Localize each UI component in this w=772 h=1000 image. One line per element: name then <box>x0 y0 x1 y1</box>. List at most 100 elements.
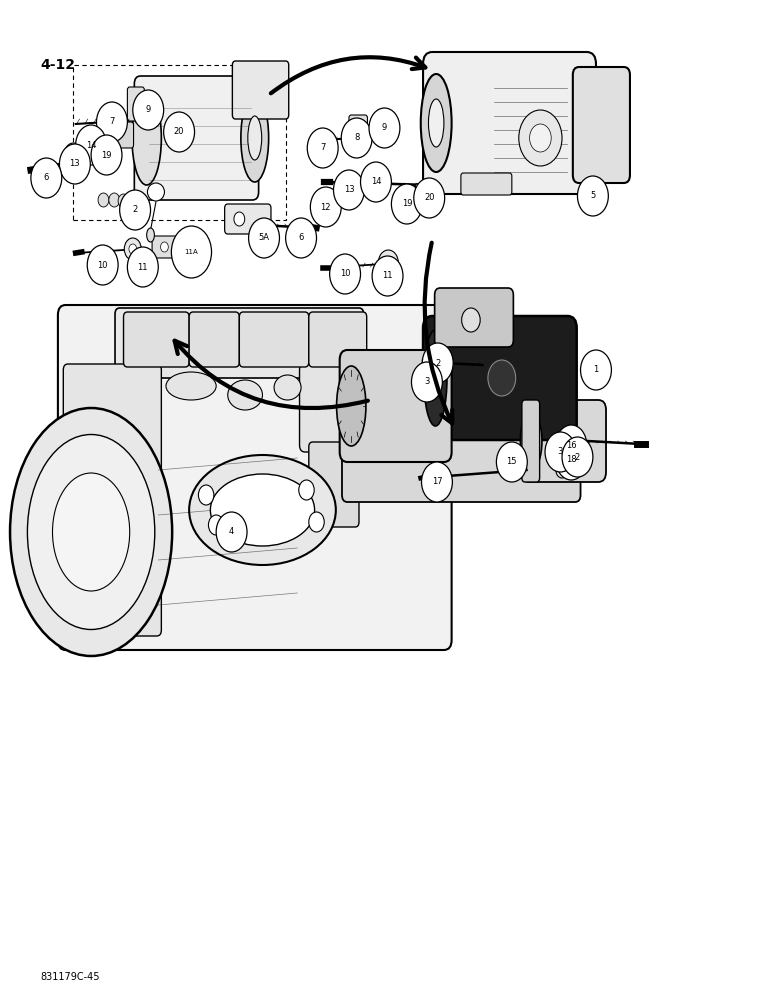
Ellipse shape <box>228 380 262 410</box>
Circle shape <box>96 102 127 142</box>
Text: 2: 2 <box>435 359 440 367</box>
Circle shape <box>198 485 214 505</box>
Circle shape <box>64 143 83 167</box>
Ellipse shape <box>337 366 366 446</box>
Circle shape <box>31 158 62 198</box>
Circle shape <box>164 112 195 152</box>
Text: 7: 7 <box>320 143 325 152</box>
Circle shape <box>309 512 324 532</box>
Text: 9: 9 <box>146 105 151 114</box>
Circle shape <box>488 360 516 396</box>
Text: 12: 12 <box>320 202 331 212</box>
FancyBboxPatch shape <box>300 363 411 452</box>
Text: 9: 9 <box>382 123 387 132</box>
Circle shape <box>307 128 338 168</box>
Ellipse shape <box>52 473 130 591</box>
Circle shape <box>286 218 317 258</box>
FancyBboxPatch shape <box>63 364 161 636</box>
Text: 831179C-45: 831179C-45 <box>40 972 100 982</box>
FancyBboxPatch shape <box>232 61 289 119</box>
FancyBboxPatch shape <box>423 52 596 194</box>
FancyBboxPatch shape <box>124 312 189 367</box>
Text: 5: 5 <box>591 192 595 200</box>
Text: 11: 11 <box>137 262 148 271</box>
Text: 20: 20 <box>174 127 185 136</box>
FancyBboxPatch shape <box>309 442 359 527</box>
Ellipse shape <box>10 408 172 656</box>
FancyBboxPatch shape <box>521 400 606 482</box>
Text: 2: 2 <box>133 206 137 215</box>
Circle shape <box>347 176 363 196</box>
Circle shape <box>556 440 587 480</box>
Circle shape <box>320 188 336 208</box>
FancyBboxPatch shape <box>423 316 577 440</box>
Circle shape <box>216 512 247 552</box>
Text: 20: 20 <box>424 194 435 202</box>
FancyBboxPatch shape <box>349 115 367 153</box>
Circle shape <box>87 245 118 285</box>
Ellipse shape <box>147 228 154 242</box>
FancyBboxPatch shape <box>189 312 239 367</box>
Circle shape <box>59 144 90 184</box>
FancyBboxPatch shape <box>112 122 134 148</box>
Circle shape <box>581 350 611 390</box>
FancyBboxPatch shape <box>152 236 194 258</box>
Circle shape <box>559 466 565 474</box>
Circle shape <box>567 456 573 464</box>
Text: 10: 10 <box>340 269 350 278</box>
Text: 11: 11 <box>382 271 393 280</box>
Circle shape <box>334 170 364 210</box>
Text: 7: 7 <box>110 117 114 126</box>
Circle shape <box>462 308 480 332</box>
FancyBboxPatch shape <box>58 305 452 650</box>
Circle shape <box>556 425 587 465</box>
Circle shape <box>550 443 567 465</box>
Ellipse shape <box>210 474 315 546</box>
Circle shape <box>69 149 78 161</box>
Ellipse shape <box>147 183 164 201</box>
Ellipse shape <box>132 91 161 185</box>
Circle shape <box>127 247 158 287</box>
Circle shape <box>391 184 422 224</box>
Circle shape <box>378 250 398 276</box>
Circle shape <box>129 244 137 254</box>
Circle shape <box>369 108 400 148</box>
Circle shape <box>334 182 350 202</box>
Circle shape <box>133 90 164 130</box>
FancyBboxPatch shape <box>134 76 259 200</box>
Text: 14: 14 <box>371 178 381 186</box>
Circle shape <box>556 462 568 478</box>
Ellipse shape <box>421 74 452 172</box>
Circle shape <box>352 182 358 190</box>
Ellipse shape <box>274 375 301 400</box>
Circle shape <box>339 188 345 196</box>
Ellipse shape <box>124 199 147 215</box>
Text: 14: 14 <box>86 140 96 149</box>
Circle shape <box>422 462 452 502</box>
Text: 13: 13 <box>69 159 80 168</box>
Circle shape <box>124 238 141 260</box>
Circle shape <box>77 137 93 157</box>
FancyBboxPatch shape <box>340 350 452 462</box>
Circle shape <box>325 194 331 202</box>
Ellipse shape <box>248 116 262 160</box>
Text: 5A: 5A <box>259 233 269 242</box>
Text: 11A: 11A <box>185 249 198 255</box>
Circle shape <box>90 135 103 153</box>
Circle shape <box>76 125 107 165</box>
Text: 16: 16 <box>566 440 577 450</box>
FancyArrowPatch shape <box>425 243 452 423</box>
Text: 4: 4 <box>229 528 234 536</box>
Circle shape <box>98 193 109 207</box>
FancyBboxPatch shape <box>522 400 540 482</box>
Circle shape <box>171 226 212 278</box>
FancyBboxPatch shape <box>397 190 415 212</box>
FancyArrowPatch shape <box>174 341 368 408</box>
Text: 1: 1 <box>594 365 598 374</box>
Circle shape <box>299 480 314 500</box>
FancyBboxPatch shape <box>309 312 367 367</box>
FancyBboxPatch shape <box>115 308 364 378</box>
Circle shape <box>208 515 224 535</box>
Circle shape <box>109 193 120 207</box>
Circle shape <box>120 190 151 230</box>
